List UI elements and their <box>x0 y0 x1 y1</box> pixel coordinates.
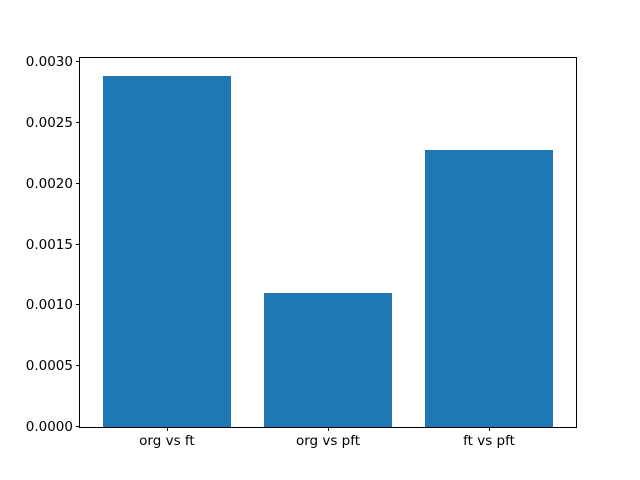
bar-org-vs-ft <box>102 75 232 427</box>
y-tick-label: 0.0030 <box>25 54 73 71</box>
x-tick-label-org-vs-ft: org vs ft <box>139 433 195 449</box>
y-tick-label: 0.0025 <box>25 115 73 132</box>
plot-area <box>79 57 577 428</box>
y-tick-mark <box>76 426 80 427</box>
y-tick-mark <box>76 122 80 124</box>
x-tick-label-org-vs-pft: org vs pft <box>295 433 361 449</box>
x-tick-mark <box>166 427 168 431</box>
y-tick-mark <box>76 304 80 306</box>
x-tick-mark <box>328 427 329 431</box>
bar-ft-vs-pft <box>424 149 554 427</box>
y-tick-mark <box>76 182 80 184</box>
y-tick-label: 0.0020 <box>25 175 73 192</box>
y-tick-mark <box>76 243 80 245</box>
bar-org-vs-pft <box>263 293 393 427</box>
x-tick-mark <box>489 427 491 431</box>
y-tick-label: 0.0000 <box>25 419 73 435</box>
y-tick-label: 0.0005 <box>25 358 73 375</box>
y-tick-label: 0.0010 <box>25 297 73 314</box>
x-tick-label-ft-vs-pft: ft vs pft <box>463 433 515 449</box>
y-tick-mark <box>76 61 80 63</box>
y-tick-label: 0.0015 <box>25 236 73 253</box>
y-tick-mark <box>76 365 80 367</box>
